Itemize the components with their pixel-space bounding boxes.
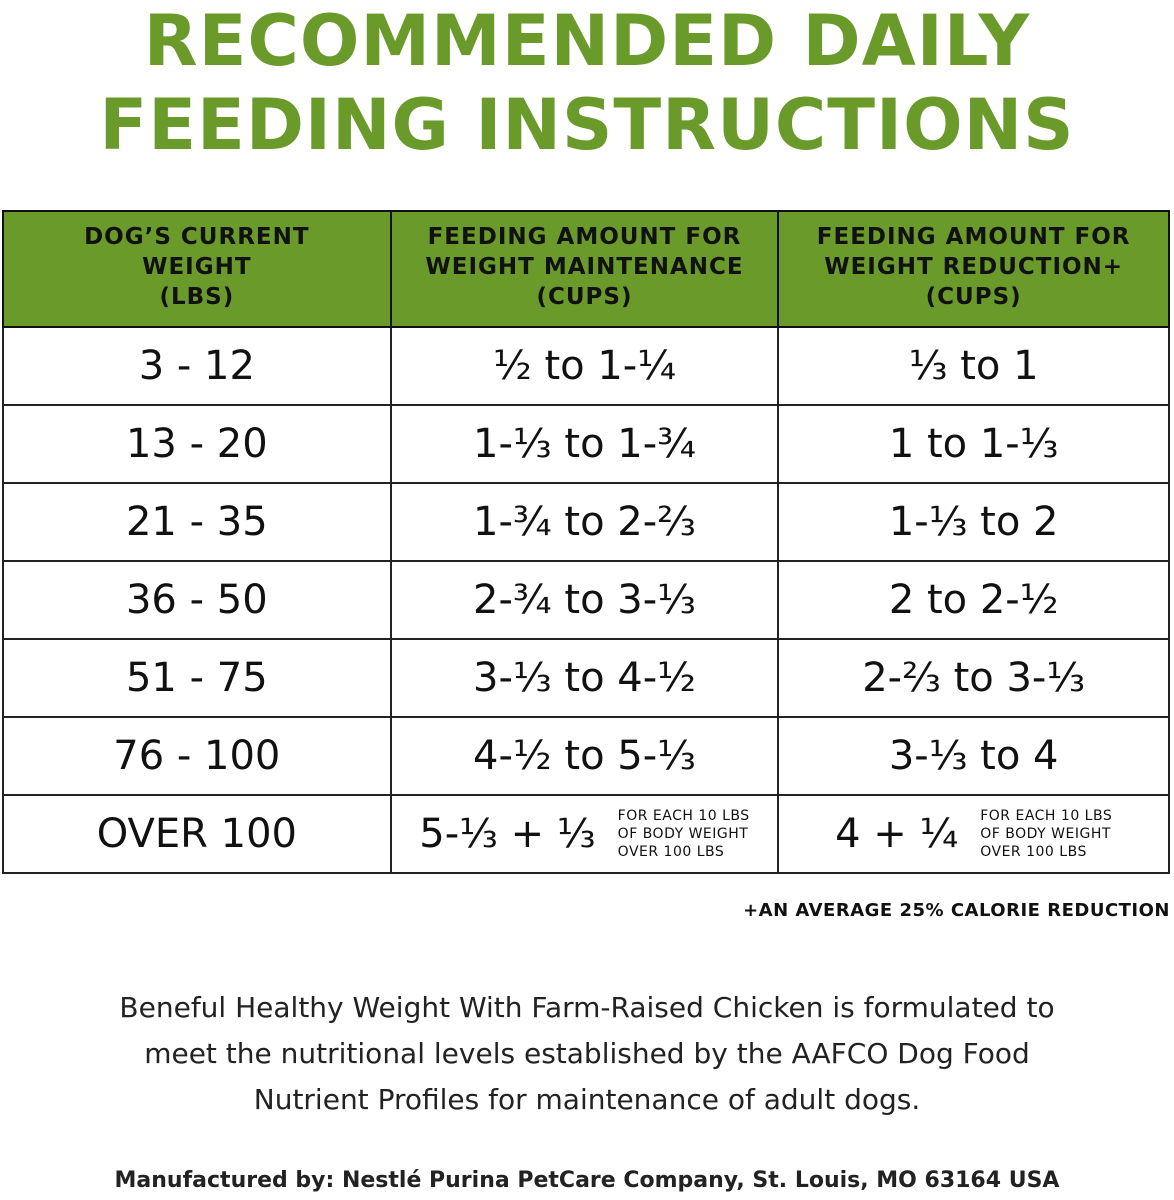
table-row: 76 - 100 4-½ to 5-⅓ 3-⅓ to 4: [2, 716, 1170, 796]
table-header-row: DOG’S CURRENT WEIGHT (LBS) FEEDING AMOUN…: [2, 210, 1170, 328]
title-line-2: FEEDING INSTRUCTIONS: [99, 84, 1075, 166]
weight-cell: OVER 100: [2, 794, 392, 874]
per-10-lbs-note: FOR EACH 10 LBS OF BODY WEIGHT OVER 100 …: [617, 808, 750, 860]
table-row: 21 - 35 1-¾ to 2-⅔ 1-⅓ to 2: [2, 482, 1170, 562]
table-row-over-100: OVER 100 5-⅓ + ⅓ FOR EACH 10 LBS OF BODY…: [2, 794, 1170, 874]
table-row: 13 - 20 1-⅓ to 1-¾ 1 to 1-⅓: [2, 404, 1170, 484]
maintenance-cell: 2-¾ to 3-⅓: [389, 560, 780, 640]
maintenance-cell: 5-⅓ + ⅓ FOR EACH 10 LBS OF BODY WEIGHT O…: [389, 794, 780, 874]
weight-cell: 21 - 35: [2, 482, 392, 562]
reduction-amount: 4 + ¼: [835, 811, 959, 857]
formulation-statement: Beneful Healthy Weight With Farm-Raised …: [119, 991, 1055, 1116]
feeding-table: DOG’S CURRENT WEIGHT (LBS) FEEDING AMOUN…: [2, 210, 1170, 874]
title-line-1: RECOMMENDED DAILY: [143, 0, 1031, 82]
header-reduction: FEEDING AMOUNT FOR WEIGHT REDUCTION+ (CU…: [777, 210, 1170, 328]
reduction-cell: 3-⅓ to 4: [777, 716, 1170, 796]
maintenance-cell: 1-⅓ to 1-¾: [389, 404, 780, 484]
maintenance-cell: 3-⅓ to 4-½: [389, 638, 780, 718]
maintenance-amount: 5-⅓ + ⅓: [419, 811, 596, 857]
reduction-cell: 2 to 2-½: [777, 560, 1170, 640]
table-row: 51 - 75 3-⅓ to 4-½ 2-⅔ to 3-⅓: [2, 638, 1170, 718]
weight-cell: 51 - 75: [2, 638, 392, 718]
weight-cell: 76 - 100: [2, 716, 392, 796]
maintenance-cell: 1-¾ to 2-⅔: [389, 482, 780, 562]
reduction-cell: 1 to 1-⅓: [777, 404, 1170, 484]
weight-cell: 3 - 12: [2, 326, 392, 406]
weight-cell: 36 - 50: [2, 560, 392, 640]
reduction-cell: 1-⅓ to 2: [777, 482, 1170, 562]
table-row: 3 - 12 ½ to 1-¼ ⅓ to 1: [2, 326, 1170, 406]
per-10-lbs-note: FOR EACH 10 LBS OF BODY WEIGHT OVER 100 …: [980, 808, 1113, 860]
table-row: 36 - 50 2-¾ to 3-⅓ 2 to 2-½: [2, 560, 1170, 640]
weight-cell: 13 - 20: [2, 404, 392, 484]
header-maintenance: FEEDING AMOUNT FOR WEIGHT MAINTENANCE (C…: [389, 210, 780, 328]
maintenance-cell: 4-½ to 5-⅓: [389, 716, 780, 796]
reduction-cell: 4 + ¼ FOR EACH 10 LBS OF BODY WEIGHT OVE…: [777, 794, 1170, 874]
reduction-cell: 2-⅔ to 3-⅓: [777, 638, 1170, 718]
calorie-reduction-footnote: +AN AVERAGE 25% CALORIE REDUCTION: [743, 900, 1170, 921]
header-weight: DOG’S CURRENT WEIGHT (LBS): [2, 210, 392, 328]
reduction-cell: ⅓ to 1: [777, 326, 1170, 406]
maintenance-cell: ½ to 1-¼: [389, 326, 780, 406]
manufacturer-line: Manufactured by: Nestlé Purina PetCare C…: [114, 1168, 1060, 1193]
